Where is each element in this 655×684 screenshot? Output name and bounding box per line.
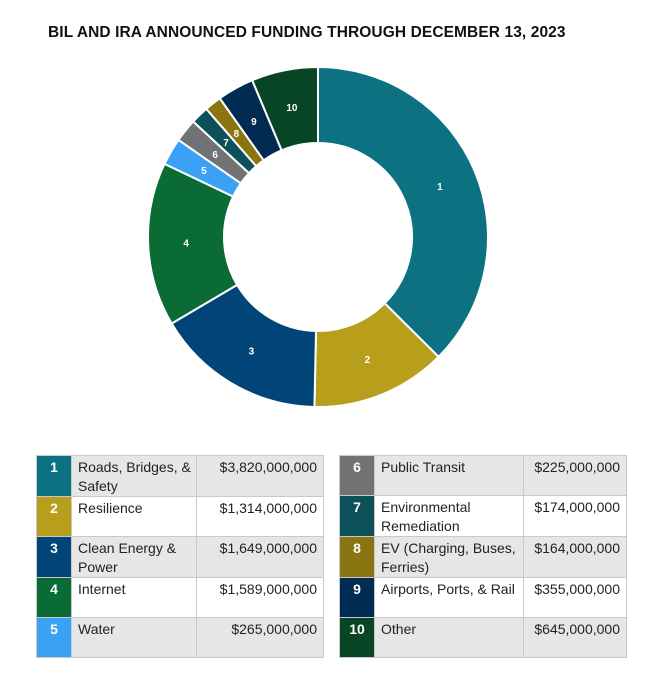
legend-swatch-number: 10 <box>339 617 375 658</box>
legend-category-label: Public Transit <box>374 455 524 496</box>
legend-row-6: 6 Public Transit $225,000,000 <box>339 455 627 496</box>
legend-row-2: 2 Resilience $1,314,000,000 <box>36 496 324 537</box>
legend-swatch-number: 1 <box>36 455 72 497</box>
legend-category-label: Resilience <box>71 496 197 537</box>
legend-row-4: 4 Internet $1,589,000,000 <box>36 577 324 618</box>
legend-category-label: Clean Energy & Power <box>71 536 197 578</box>
donut-slice-label-4: 4 <box>183 238 189 249</box>
legend-category-label: Water <box>71 617 197 658</box>
donut-slice-label-6: 6 <box>212 150 218 161</box>
legend-amount: $225,000,000 <box>523 455 627 496</box>
donut-slice-label-3: 3 <box>249 346 255 357</box>
donut-slice-label-10: 10 <box>286 103 298 114</box>
legend-category-label: Roads, Bridges, & Safety <box>71 455 197 497</box>
legend-swatch-number: 7 <box>339 495 375 537</box>
legend-swatch-number: 3 <box>36 536 72 578</box>
legend-row-9: 9 Airports, Ports, & Rail $355,000,000 <box>339 577 627 618</box>
legend-swatch-number: 9 <box>339 577 375 618</box>
donut-slice-label-2: 2 <box>365 355 371 366</box>
donut-slice-label-5: 5 <box>201 166 207 177</box>
legend-row-3: 3 Clean Energy & Power $1,649,000,000 <box>36 536 324 578</box>
donut-slice-label-8: 8 <box>234 129 240 140</box>
legend-swatch-number: 4 <box>36 577 72 618</box>
chart-title: BIL AND IRA ANNOUNCED FUNDING THROUGH DE… <box>48 24 566 41</box>
legend-row-1: 1 Roads, Bridges, & Safety $3,820,000,000 <box>36 455 324 497</box>
legend-table-right: 6 Public Transit $225,000,000 7 Environmenta… <box>339 455 627 658</box>
legend-amount: $164,000,000 <box>523 536 627 578</box>
legend-swatch-number: 5 <box>36 617 72 658</box>
legend-category-label: Airports, Ports, & Rail <box>374 577 524 618</box>
donut-slice-10 <box>250 65 319 152</box>
legend-row-8: 8 EV (Charging, Buses, Ferries) $164,000,0… <box>339 536 627 578</box>
donut-slice-1 <box>317 65 489 359</box>
legend-row-10: 10 Other $645,000,000 <box>339 617 627 658</box>
donut-slice-label-7: 7 <box>223 138 229 149</box>
legend-swatch-number: 8 <box>339 536 375 578</box>
legend-row-5: 5 Water $265,000,000 <box>36 617 324 658</box>
legend-row-7: 7 Environmental Remediation $174,000,000 <box>339 495 627 537</box>
legend-category-label: EV (Charging, Buses, Ferries) <box>374 536 524 578</box>
legend-category-label: Internet <box>71 577 197 618</box>
legend-swatch-number: 2 <box>36 496 72 537</box>
legend-amount: $1,649,000,000 <box>196 536 324 578</box>
legend-amount: $3,820,000,000 <box>196 455 324 497</box>
donut-slice-label-9: 9 <box>251 117 257 128</box>
legend-category-label: Other <box>374 617 524 658</box>
legend-table-left: 1 Roads, Bridges, & Safety $3,820,000,000 2… <box>36 455 324 658</box>
legend-amount: $645,000,000 <box>523 617 627 658</box>
legend-amount: $265,000,000 <box>196 617 324 658</box>
legend-amount: $355,000,000 <box>523 577 627 618</box>
legend-amount: $174,000,000 <box>523 495 627 537</box>
legend-category-label: Environmental Remediation <box>374 495 524 537</box>
donut-slice-label-1: 1 <box>437 182 443 193</box>
legend-amount: $1,314,000,000 <box>196 496 324 537</box>
legend-swatch-number: 6 <box>339 455 375 496</box>
legend-amount: $1,589,000,000 <box>196 577 324 618</box>
